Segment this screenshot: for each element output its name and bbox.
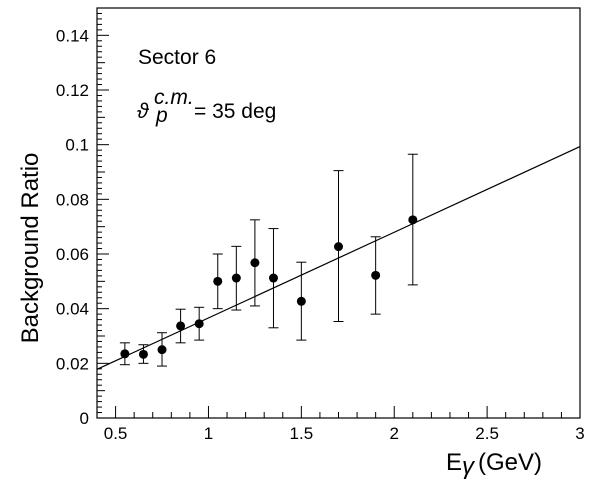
data-point <box>268 273 278 283</box>
data-point <box>408 215 418 225</box>
data-point <box>296 296 306 306</box>
data-point <box>138 349 148 359</box>
x-tick-label: 2.5 <box>475 424 499 443</box>
y-tick-label: 0.14 <box>56 26 89 45</box>
angle-value: = 35 deg <box>194 100 276 123</box>
data-point <box>176 321 186 331</box>
angle-annotation: ϑ p c.m. = 35 deg <box>137 86 276 127</box>
data-points <box>120 215 418 359</box>
y-axis-ticks <box>97 7 109 419</box>
x-tick-label: 1 <box>204 424 213 443</box>
angle-superscript: c.m. <box>154 86 194 109</box>
data-point <box>120 349 130 359</box>
x-axis-tick-labels: 0.5 1 1.5 2 2.5 3 <box>104 424 585 443</box>
data-point <box>371 270 381 280</box>
y-axis-title: Background Ratio <box>17 153 44 344</box>
x-axis-title: E γ (GeV) <box>446 449 542 479</box>
data-point <box>194 319 204 329</box>
x-axis-title-main: E <box>446 449 462 476</box>
y-tick-label: 0.12 <box>56 81 89 100</box>
data-point <box>213 276 223 286</box>
y-tick-label: 0.04 <box>56 300 89 319</box>
y-tick-label: 0.1 <box>65 136 89 155</box>
data-point <box>157 345 167 355</box>
angle-subscript: p <box>155 104 168 127</box>
angle-symbol: ϑ <box>137 100 150 123</box>
y-tick-label: 0.08 <box>56 190 89 209</box>
y-axis-tick-labels: 0 0.02 0.04 0.06 0.08 0.1 0.12 0.14 <box>56 26 89 428</box>
y-tick-label: 0.02 <box>56 354 89 373</box>
x-axis-title-unit: (GeV) <box>478 449 542 476</box>
y-tick-label: 0.06 <box>56 245 89 264</box>
x-tick-label: 1.5 <box>290 424 314 443</box>
x-axis-title-subscript: γ <box>462 453 476 479</box>
data-point <box>334 242 343 252</box>
x-tick-label: 2 <box>389 424 398 443</box>
data-point <box>250 258 260 268</box>
x-tick-label: 0.5 <box>104 424 128 443</box>
sector-label: Sector 6 <box>138 46 216 69</box>
error-bars <box>119 153 418 367</box>
x-axis-ticks <box>96 406 581 418</box>
data-point <box>231 273 241 283</box>
x-tick-label: 3 <box>575 424 584 443</box>
y-tick-label: 0 <box>80 409 89 428</box>
